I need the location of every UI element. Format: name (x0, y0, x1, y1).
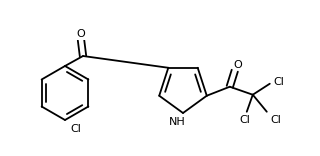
Text: NH: NH (169, 117, 185, 127)
Text: Cl: Cl (270, 115, 281, 125)
Text: O: O (233, 60, 242, 70)
Text: Cl: Cl (273, 77, 284, 87)
Text: Cl: Cl (239, 115, 250, 125)
Text: Cl: Cl (71, 124, 81, 134)
Text: O: O (76, 29, 85, 39)
